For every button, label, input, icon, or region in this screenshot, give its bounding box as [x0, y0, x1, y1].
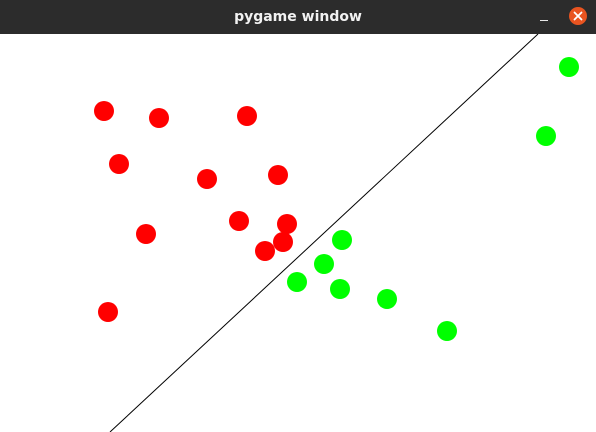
close-button[interactable]	[569, 7, 587, 25]
red-point	[197, 169, 217, 189]
green-point	[287, 272, 307, 292]
boundary-line	[109, 34, 539, 432]
red-point	[255, 241, 275, 261]
green-point	[332, 230, 352, 250]
red-point	[98, 302, 118, 322]
red-point	[277, 214, 297, 234]
red-point	[229, 211, 249, 231]
red-point	[237, 106, 257, 126]
red-point	[268, 165, 288, 185]
minimize-icon	[540, 20, 548, 21]
green-point	[536, 126, 556, 146]
green-point	[437, 321, 457, 341]
title-bar[interactable]: pygame window	[0, 0, 596, 34]
scene-svg	[94, 34, 579, 432]
red-point	[149, 108, 169, 128]
red-point	[94, 101, 114, 121]
green-point	[330, 279, 350, 299]
window-title: pygame window	[234, 9, 362, 25]
green-point	[314, 254, 334, 274]
red-point	[136, 224, 156, 244]
red-point	[109, 154, 129, 174]
green-point	[559, 57, 579, 77]
game-canvas[interactable]	[0, 34, 596, 432]
green-point	[377, 289, 397, 309]
red-point	[273, 232, 293, 252]
close-icon	[569, 7, 587, 25]
minimize-button[interactable]	[534, 8, 554, 26]
